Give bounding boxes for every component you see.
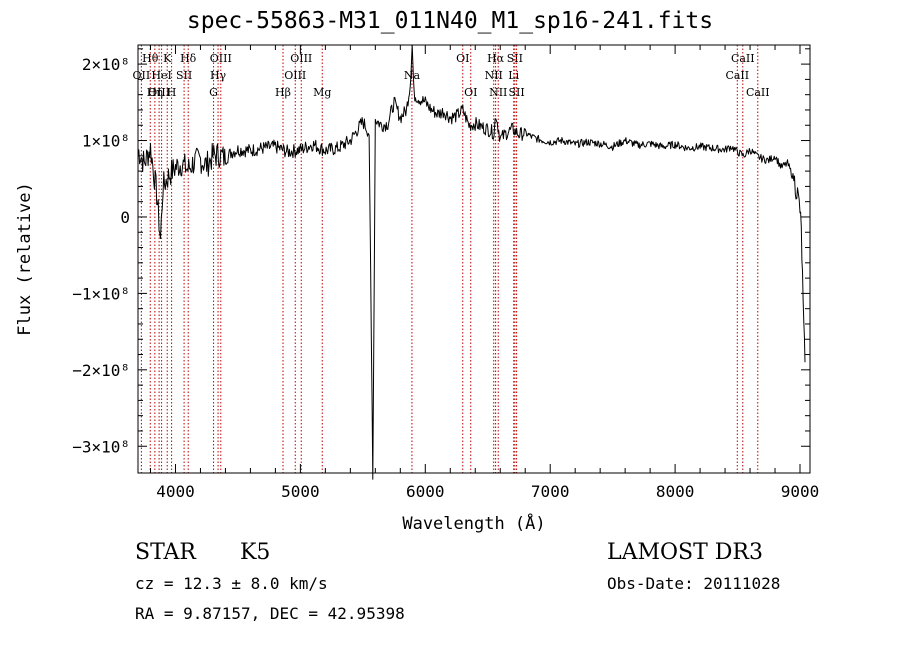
line-label-26: CaII — [725, 69, 749, 82]
line-label-16: Na — [404, 69, 421, 82]
line-label-1: OII — [133, 69, 151, 82]
observation-date: Obs-Date: 20111028 — [607, 574, 781, 593]
survey-name: LAMOST DR3 — [607, 540, 763, 565]
line-label-23: Li — [508, 69, 519, 82]
line-label-25: CaII — [731, 52, 755, 65]
line-label-7: H — [167, 86, 177, 99]
y-tick-label-3: −1×10⁸ — [72, 284, 130, 303]
axes: 4000 5000 6000 7000 8000 9000 2×10⁸ 1×10⁸ 0 −1×10… — [15, 44, 820, 534]
x-tick-label-2: 6000 — [406, 482, 445, 501]
y-tick-label-1: 1×10⁸ — [82, 132, 130, 151]
line-label-8: Hδ — [180, 52, 197, 65]
line-label-6: SII — [176, 69, 192, 82]
line-label-9: OIII — [210, 52, 232, 65]
x-tick-label-0: 4000 — [156, 482, 195, 501]
line-label-3: K — [163, 52, 172, 65]
spectrum-group — [137, 44, 806, 480]
line-label-10: Hγ — [210, 69, 227, 82]
line-label-13: OIII — [284, 69, 306, 82]
spectrum-line — [137, 44, 806, 480]
x-tick-label-5: 9000 — [781, 482, 820, 501]
emission-line-markers: Hθ OII OIII K HeI Hη SII H Hδ OIII Hγ G OIII OIII Hβ Mg… — [133, 45, 770, 473]
line-label-17: OI — [456, 52, 469, 65]
line-label-27: CaII — [746, 86, 770, 99]
x-tick-label-3: 7000 — [531, 482, 570, 501]
line-label-5: Hη — [147, 86, 163, 99]
line-label-19: Hα — [487, 52, 505, 65]
chart-title: spec-55863-M31_011N40_M1_sp16-241.fits — [186, 8, 714, 34]
line-label-2: OIII — [148, 86, 170, 99]
redshift-velocity: cz = 12.3 ± 8.0 km/s — [135, 574, 328, 593]
ra-dec-coordinates: RA = 9.87157, DEC = 42.95398 — [135, 604, 405, 623]
line-label-0: Hθ — [142, 52, 159, 65]
y-tick-label-0: 2×10⁸ — [82, 55, 130, 74]
y-axis-label: Flux (relative) — [15, 182, 35, 336]
line-label-20: NII — [485, 69, 503, 82]
x-axis-label: Wavelength (Å) — [402, 512, 545, 534]
line-label-11: G — [209, 86, 218, 99]
x-tick-label-4: 8000 — [656, 482, 695, 501]
line-label-22: SII — [507, 52, 523, 65]
line-label-14: Hβ — [275, 86, 291, 99]
y-tick-label-4: −2×10⁸ — [72, 361, 130, 380]
line-label-12: OIII — [290, 52, 312, 65]
object-class: STAR — [135, 540, 196, 565]
y-tick-label-2: 0 — [120, 208, 130, 227]
line-label-18: OI — [464, 86, 477, 99]
line-label-4: HeI — [151, 69, 171, 82]
line-label-15: Mg — [313, 86, 331, 99]
x-tick-label-1: 5000 — [281, 482, 320, 501]
object-subclass: K5 — [240, 540, 271, 565]
line-label-21: NII — [489, 86, 507, 99]
plot-frame — [137, 44, 811, 474]
line-label-24: SII — [508, 86, 524, 99]
y-tick-label-5: −3×10⁸ — [72, 437, 130, 456]
